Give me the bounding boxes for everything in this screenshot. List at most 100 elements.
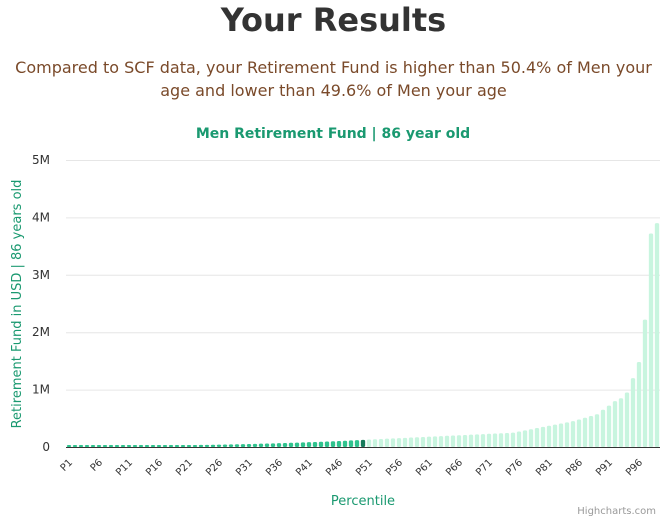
bar-p95[interactable]: [630, 378, 636, 447]
bar-p2[interactable]: [72, 445, 78, 447]
bar-p62[interactable]: [432, 436, 438, 447]
bar-p35[interactable]: [270, 443, 276, 447]
bar-p1[interactable]: [66, 445, 72, 447]
bar-p57[interactable]: [402, 437, 408, 447]
bar-p85[interactable]: [570, 421, 576, 447]
bar-p90[interactable]: [600, 409, 606, 447]
bar-p20[interactable]: [180, 445, 186, 447]
bar-p76[interactable]: [516, 431, 522, 448]
bar-p86[interactable]: [576, 419, 582, 447]
bar-p73[interactable]: [498, 433, 504, 447]
bar-p98[interactable]: [648, 233, 654, 447]
bar-p97[interactable]: [642, 319, 648, 447]
bar-p72[interactable]: [492, 433, 498, 447]
bar-p39[interactable]: [294, 442, 300, 447]
bar-p93[interactable]: [618, 398, 624, 447]
bar-p37[interactable]: [282, 442, 288, 447]
bar-p43[interactable]: [318, 441, 324, 447]
bar-p75[interactable]: [510, 432, 516, 447]
bar-p83[interactable]: [558, 423, 564, 447]
bar-p13[interactable]: [138, 445, 144, 447]
bar-p10[interactable]: [120, 445, 126, 447]
bar-p34[interactable]: [264, 443, 270, 448]
bar-p74[interactable]: [504, 432, 510, 447]
bar-p28[interactable]: [228, 444, 234, 447]
bar-p50[interactable]: [360, 439, 366, 447]
bar-p81[interactable]: [546, 425, 552, 447]
bar-p27[interactable]: [222, 444, 228, 447]
bar-p94[interactable]: [624, 392, 630, 447]
bar-p23[interactable]: [198, 444, 204, 447]
bar-p56[interactable]: [396, 438, 402, 447]
bar-p14[interactable]: [144, 445, 150, 447]
bar-p33[interactable]: [258, 443, 264, 447]
bar-p46[interactable]: [336, 440, 342, 447]
bar-p40[interactable]: [300, 442, 306, 447]
bar-p64[interactable]: [444, 435, 450, 447]
bar-p55[interactable]: [390, 438, 396, 447]
bar-p24[interactable]: [204, 444, 210, 447]
bar-p19[interactable]: [174, 445, 180, 447]
bar-p30[interactable]: [240, 444, 246, 447]
bar-p18[interactable]: [168, 445, 174, 447]
bar-p15[interactable]: [150, 445, 156, 447]
bar-p88[interactable]: [588, 416, 594, 447]
bar-p11[interactable]: [126, 445, 132, 447]
bar-p4[interactable]: [84, 445, 90, 447]
bar-p16[interactable]: [156, 445, 162, 447]
bar-p84[interactable]: [564, 422, 570, 447]
bar-p6[interactable]: [96, 445, 102, 447]
bar-p68[interactable]: [468, 434, 474, 447]
bar-p47[interactable]: [342, 440, 348, 447]
bar-p60[interactable]: [420, 436, 426, 447]
bar-p87[interactable]: [582, 417, 588, 447]
bar-p5[interactable]: [90, 445, 96, 447]
bar-p58[interactable]: [408, 437, 414, 447]
bar-p32[interactable]: [252, 443, 258, 447]
bar-p26[interactable]: [216, 444, 222, 447]
bar-p54[interactable]: [384, 438, 390, 447]
bar-p25[interactable]: [210, 444, 216, 447]
bar-p79[interactable]: [534, 428, 540, 447]
bar-p99[interactable]: [654, 223, 660, 447]
bar-p66[interactable]: [456, 435, 462, 447]
bar-p71[interactable]: [486, 433, 492, 447]
bar-p3[interactable]: [78, 445, 84, 447]
bar-p49[interactable]: [354, 440, 360, 447]
bar-p77[interactable]: [522, 430, 528, 447]
bar-p65[interactable]: [450, 435, 456, 447]
bar-p38[interactable]: [288, 442, 294, 447]
bar-p42[interactable]: [312, 441, 318, 447]
bar-p69[interactable]: [474, 434, 480, 447]
bar-p92[interactable]: [612, 401, 618, 447]
bar-p59[interactable]: [414, 437, 420, 447]
bar-p8[interactable]: [108, 445, 114, 447]
bar-p78[interactable]: [528, 429, 534, 447]
bar-p53[interactable]: [378, 438, 384, 447]
bar-p63[interactable]: [438, 436, 444, 447]
bar-p91[interactable]: [606, 405, 612, 447]
bar-p41[interactable]: [306, 442, 312, 447]
bar-p22[interactable]: [192, 445, 198, 447]
bar-p96[interactable]: [636, 362, 642, 447]
bar-p21[interactable]: [186, 445, 192, 447]
bar-p70[interactable]: [480, 434, 486, 447]
bar-p17[interactable]: [162, 445, 168, 447]
bar-p89[interactable]: [594, 414, 600, 447]
bar-p45[interactable]: [330, 441, 336, 447]
bar-p82[interactable]: [552, 424, 558, 447]
bar-p9[interactable]: [114, 445, 120, 447]
bar-p29[interactable]: [234, 444, 240, 447]
bar-p44[interactable]: [324, 441, 330, 447]
bar-p36[interactable]: [276, 443, 282, 447]
bar-p61[interactable]: [426, 436, 432, 447]
bar-p7[interactable]: [102, 445, 108, 447]
bar-p51[interactable]: [366, 439, 372, 447]
bar-p67[interactable]: [462, 434, 468, 447]
bar-p80[interactable]: [540, 426, 546, 447]
bar-p52[interactable]: [372, 439, 378, 447]
bar-p31[interactable]: [246, 444, 252, 447]
highcharts-credits[interactable]: Highcharts.com: [577, 506, 656, 517]
bar-p48[interactable]: [348, 440, 354, 447]
bar-p12[interactable]: [132, 445, 138, 447]
